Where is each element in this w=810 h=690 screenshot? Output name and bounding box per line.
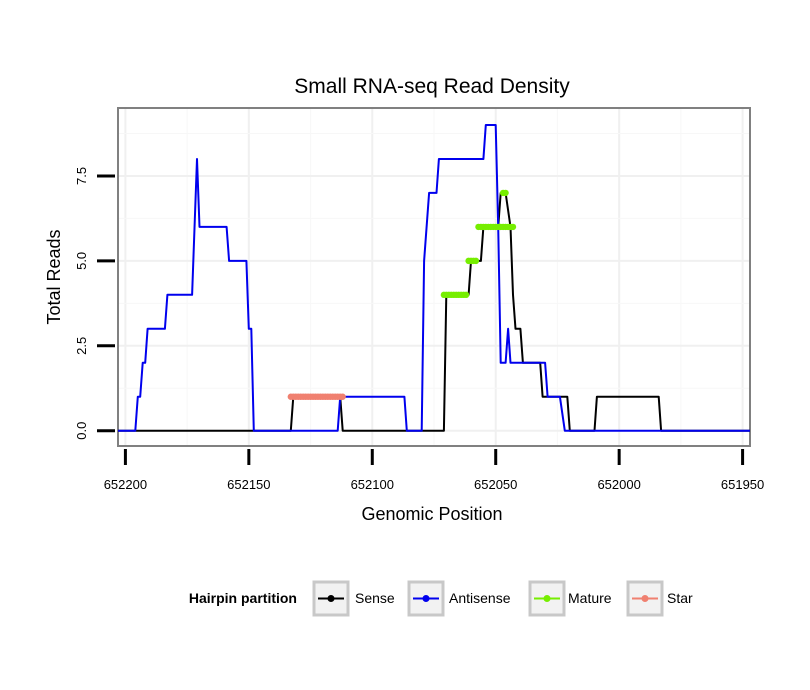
legend-key-dot: [327, 595, 335, 602]
series-lines: [118, 124, 750, 432]
axes: 652200 652150 652100 652050 652000 651950 0.0 2…: [74, 167, 764, 492]
data-point-star: [339, 393, 346, 400]
y-axis-label: Total Reads: [44, 229, 64, 324]
data-point-mature: [462, 291, 470, 299]
legend-label-sense: Sense: [355, 590, 395, 606]
y-tick-label: 5.0: [74, 252, 89, 270]
legend: Hairpin partition Sense Antisense Mature St…: [189, 580, 693, 617]
legend-label-antisense: Antisense: [449, 590, 511, 606]
x-tick-label: 652200: [104, 477, 147, 492]
data-point-mature: [509, 223, 517, 231]
legend-key-dot: [641, 595, 649, 602]
x-tick-label: 652000: [597, 477, 640, 492]
grid-lines: [118, 108, 750, 446]
plot-panel-border: [117, 107, 751, 447]
legend-key-dot: [422, 595, 430, 602]
legend-key-dot: [543, 595, 551, 602]
data-point-mature: [502, 189, 509, 197]
x-tick-label: 652050: [474, 477, 517, 492]
y-tick-label: 2.5: [74, 337, 89, 355]
legend-title: Hairpin partition: [189, 590, 297, 606]
x-tick-label: 652150: [227, 477, 270, 492]
y-tick-label: 7.5: [74, 167, 89, 185]
chart-title: Small RNA-seq Read Density: [294, 75, 570, 98]
data-point-mature: [472, 257, 480, 265]
legend-label-star: Star: [667, 590, 693, 606]
legend-label-mature: Mature: [568, 590, 612, 606]
x-tick-label: 651950: [721, 477, 764, 492]
x-tick-label: 652100: [351, 477, 394, 492]
y-tick-label: 0.0: [74, 422, 89, 440]
x-axis-label: Genomic Position: [361, 504, 502, 524]
